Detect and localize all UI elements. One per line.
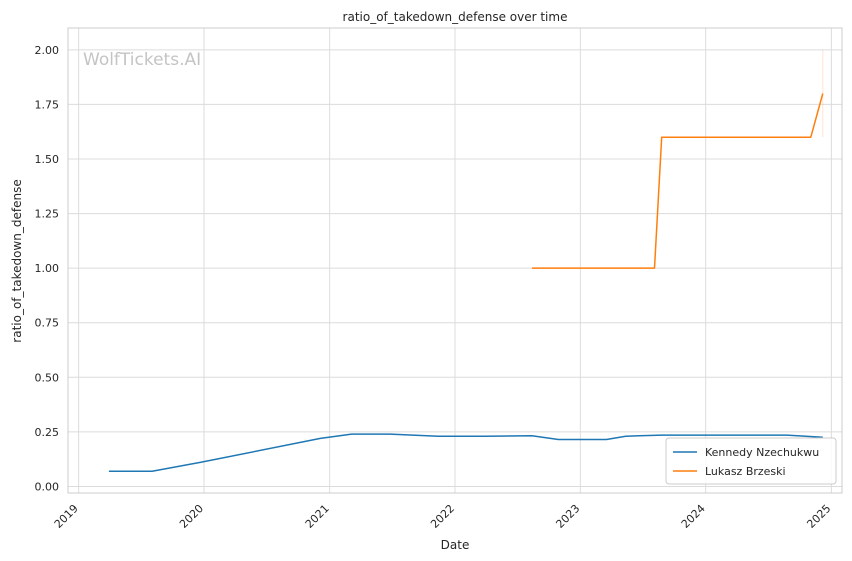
y-axis-label: ratio_of_takedown_defense	[10, 179, 24, 342]
y-tick-label: 1.75	[35, 98, 60, 111]
legend: Kennedy Nzechukwu Lukasz Brzeski	[665, 437, 837, 485]
watermark: WolfTickets.AI	[83, 50, 201, 70]
series-line-kennedy-nzechukwu	[108, 433, 823, 472]
series-lines	[108, 93, 824, 472]
x-tick-label: 2024	[679, 502, 708, 531]
y-tick-label: 0.50	[35, 371, 60, 384]
y-tick-label: 1.00	[35, 262, 60, 275]
y-tick-label: 0.00	[35, 480, 60, 493]
x-axis-label: Date	[441, 538, 470, 552]
y-tick-label: 1.50	[35, 153, 60, 166]
gridlines	[68, 28, 842, 493]
plot-frame	[67, 27, 843, 494]
y-tick-label: 2.00	[35, 44, 60, 57]
y-axis-ticks: 0.00 0.25 0.50 0.75 1.00 1.25 1.50 1.75 2.00	[35, 44, 60, 494]
x-tick-label: 2023	[553, 502, 582, 531]
x-tick-label: 2025	[804, 502, 833, 531]
series-line-lukasz-brzeski	[531, 93, 824, 269]
x-tick-label: 2021	[303, 502, 332, 531]
x-tick-label: 2019	[52, 502, 81, 531]
y-tick-label: 0.25	[35, 426, 60, 439]
x-axis-ticks: 2019 2020 2021 2022 2023 2024 2025	[52, 502, 834, 531]
x-tick-label: 2022	[428, 502, 457, 531]
legend-box	[665, 437, 837, 485]
chart-title: ratio_of_takedown_defense over time	[343, 10, 568, 24]
y-tick-label: 0.75	[35, 317, 60, 330]
y-tick-label: 1.25	[35, 208, 60, 221]
legend-label-kennedy: Kennedy Nzechukwu	[705, 446, 819, 459]
legend-label-lukasz: Lukasz Brzeski	[705, 465, 786, 478]
x-tick-label: 2020	[177, 502, 206, 531]
